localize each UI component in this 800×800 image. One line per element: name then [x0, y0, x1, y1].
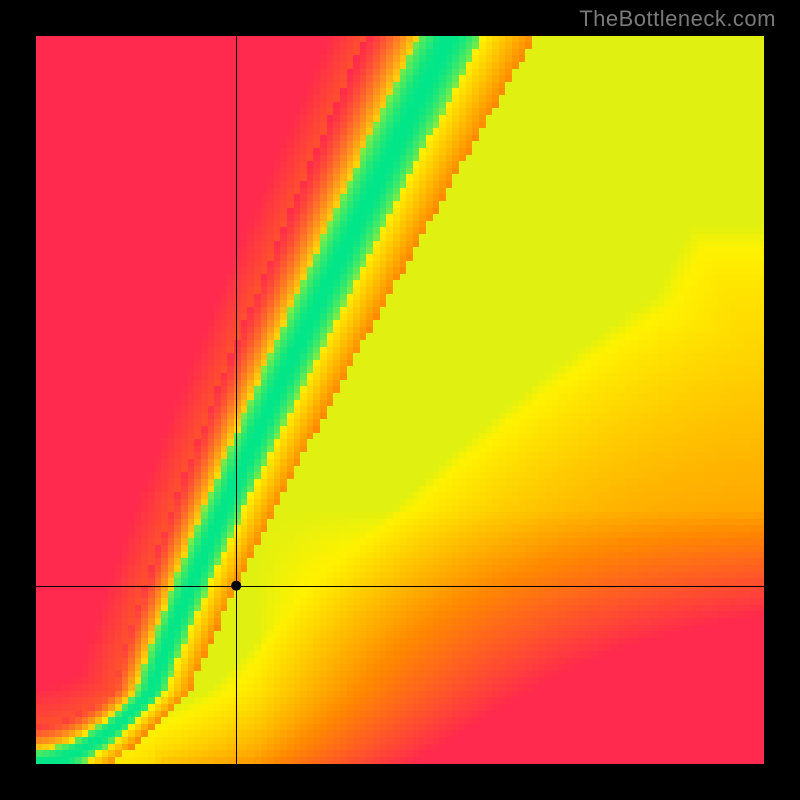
heatmap-plot: [36, 36, 764, 764]
heatmap-canvas: [36, 36, 764, 764]
watermark-label: TheBottleneck.com: [579, 6, 776, 32]
